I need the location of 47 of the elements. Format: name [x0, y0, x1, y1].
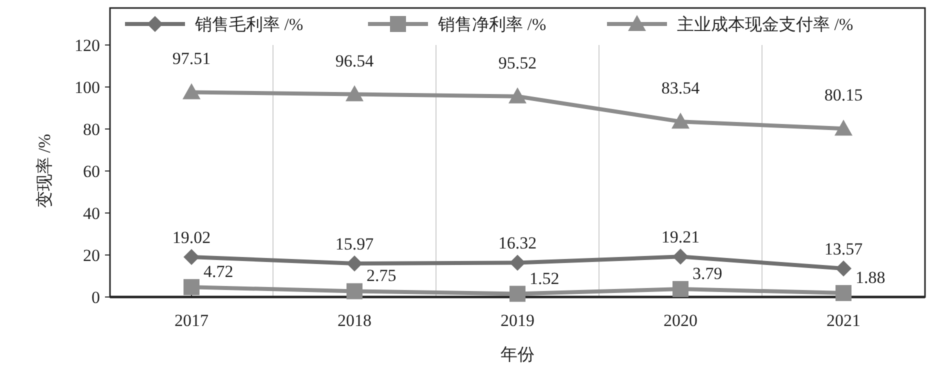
point — [672, 248, 688, 265]
data-label: 2.75 — [366, 266, 396, 286]
data-label: 83.54 — [661, 78, 700, 98]
point — [510, 254, 526, 271]
point — [184, 249, 200, 266]
point — [182, 83, 200, 100]
y-tick-label: 80 — [83, 120, 100, 139]
data-label: 19.21 — [661, 228, 700, 247]
y-axis-title: 变现率 /% — [35, 134, 54, 208]
y-tick-label: 40 — [83, 204, 100, 223]
point — [834, 120, 852, 136]
legend-label: 销售毛利率 /% — [194, 15, 304, 34]
data-label: 4.72 — [204, 262, 234, 282]
x-axis-title: 年份 — [500, 345, 534, 364]
x-tick-label: 2019 — [500, 311, 534, 330]
data-label: 15.97 — [335, 234, 374, 254]
data-label: 13.57 — [824, 240, 864, 259]
x-tick-label: 2020 — [664, 311, 698, 330]
point — [672, 281, 688, 298]
point — [346, 85, 364, 102]
x-tick-label: 2018 — [338, 311, 372, 330]
data-label: 1.52 — [530, 268, 560, 288]
point — [346, 255, 362, 272]
y-tick-label: 100 — [74, 78, 100, 97]
data-label: 80.15 — [824, 86, 863, 105]
y-tick-label: 60 — [83, 162, 100, 181]
legend-label: 销售净利率 /% — [437, 15, 546, 34]
data-label: 1.88 — [856, 268, 886, 288]
x-tick-label: 2021 — [826, 311, 860, 330]
y-tick-label: 120 — [74, 36, 100, 55]
legend-label: 主业成本现金支付率 /% — [677, 15, 854, 34]
point — [184, 279, 200, 296]
y-tick-label: 0 — [92, 288, 100, 307]
data-label: 3.79 — [692, 264, 722, 284]
x-tick-label: 2017 — [174, 311, 209, 330]
point — [346, 283, 362, 300]
point — [672, 112, 690, 129]
point — [510, 286, 526, 302]
y-tick-label: 20 — [83, 246, 100, 265]
data-label: 19.02 — [172, 228, 211, 248]
data-label: 16.32 — [498, 234, 537, 253]
point — [836, 285, 852, 302]
data-label: 95.52 — [498, 53, 537, 72]
data-label: 96.54 — [335, 51, 374, 70]
point — [836, 260, 852, 277]
data-label: 97.51 — [172, 49, 211, 68]
point — [508, 87, 526, 104]
